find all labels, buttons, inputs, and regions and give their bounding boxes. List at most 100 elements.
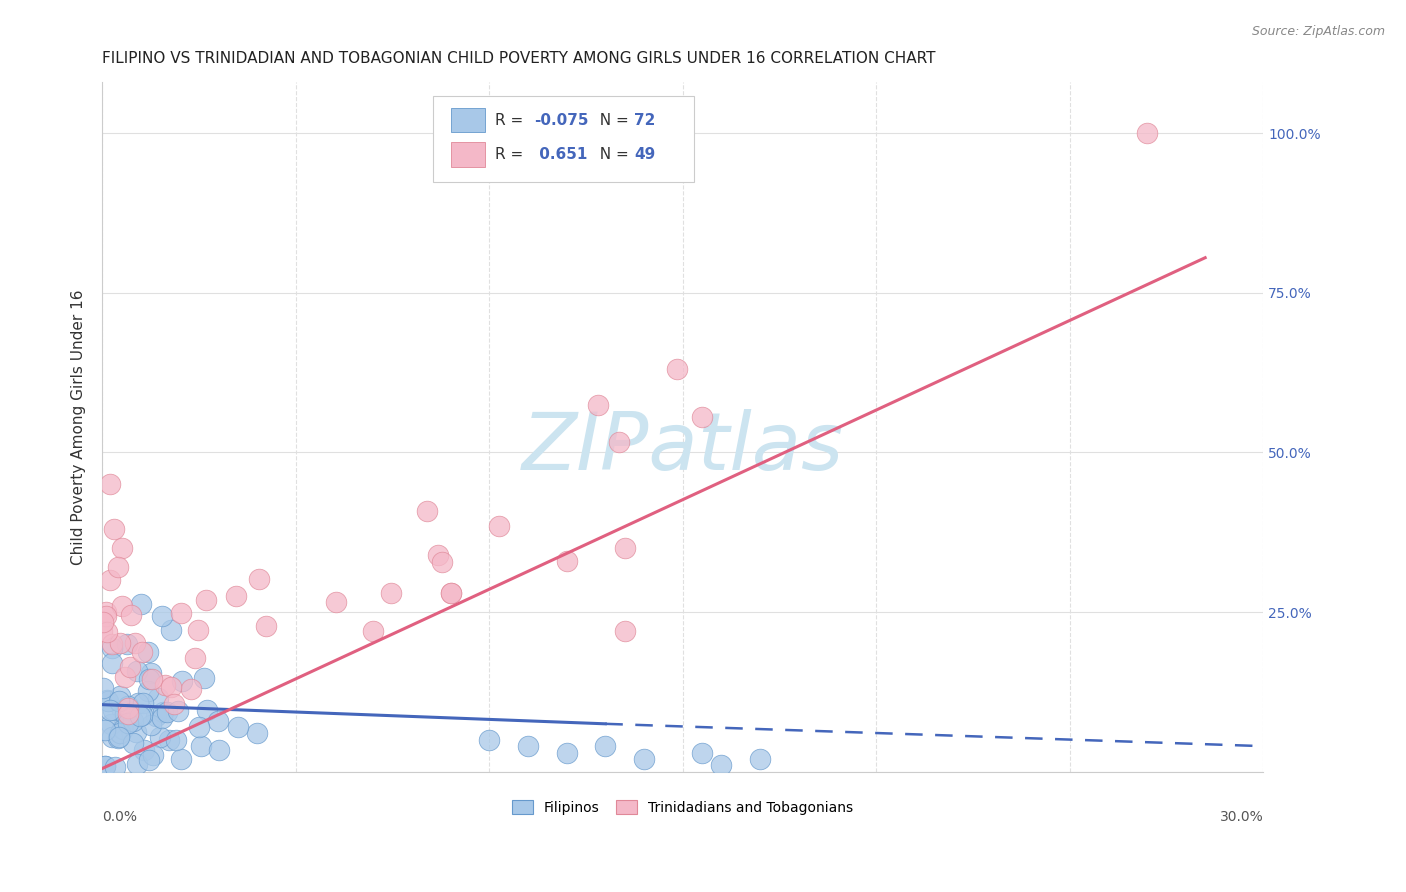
Point <box>613 541 636 556</box>
Point <box>107 731 129 745</box>
Point <box>117 699 139 714</box>
Text: N =: N = <box>591 147 634 162</box>
Text: 49: 49 <box>634 147 655 162</box>
Point <box>91 681 114 695</box>
Point <box>586 398 609 412</box>
Point <box>150 609 173 624</box>
Point <box>555 746 578 760</box>
Point <box>138 672 160 686</box>
Point <box>153 677 176 691</box>
Text: R =: R = <box>495 147 527 162</box>
Point <box>125 724 148 739</box>
Point <box>108 694 131 708</box>
Point <box>117 707 139 722</box>
Point <box>117 701 139 715</box>
Point <box>141 666 163 681</box>
Point <box>607 434 630 449</box>
Point <box>117 715 139 730</box>
Point <box>165 732 187 747</box>
Point <box>254 619 277 633</box>
Point <box>108 726 131 740</box>
Point <box>100 641 122 656</box>
Point <box>124 636 146 650</box>
Point <box>156 705 179 719</box>
Point <box>141 673 163 687</box>
Point <box>94 759 117 773</box>
Point <box>145 709 167 723</box>
Text: Source: ZipAtlas.com: Source: ZipAtlas.com <box>1251 25 1385 38</box>
Point <box>439 586 461 600</box>
Point <box>172 673 194 688</box>
Point <box>94 605 117 619</box>
Point <box>488 518 510 533</box>
Legend: Filipinos, Trinidadians and Tobagonians: Filipinos, Trinidadians and Tobagonians <box>503 792 862 823</box>
Point <box>207 714 229 728</box>
Point <box>138 753 160 767</box>
Text: ZIPatlas: ZIPatlas <box>522 409 844 487</box>
Point <box>555 554 578 568</box>
Point <box>1136 126 1159 140</box>
Point <box>690 746 713 760</box>
Point <box>110 599 132 614</box>
Point <box>170 607 193 621</box>
Point <box>100 717 122 731</box>
Point <box>361 624 384 639</box>
Point <box>194 592 217 607</box>
Point <box>188 720 211 734</box>
Point <box>516 739 538 754</box>
Point <box>439 586 461 600</box>
Point <box>127 696 149 710</box>
Point <box>93 615 115 629</box>
Point <box>183 651 205 665</box>
Point <box>108 730 131 744</box>
Text: R =: R = <box>495 112 527 128</box>
Text: 72: 72 <box>634 112 655 128</box>
Point <box>94 723 117 737</box>
Point <box>111 703 134 717</box>
Point <box>104 759 127 773</box>
Point <box>160 681 183 695</box>
Point <box>110 689 132 703</box>
Point <box>103 522 125 536</box>
Point <box>595 739 617 754</box>
Point <box>149 730 172 744</box>
Point <box>160 623 183 637</box>
Point <box>127 756 149 771</box>
Point <box>136 644 159 658</box>
Point <box>247 572 270 586</box>
Point <box>142 747 165 762</box>
Y-axis label: Child Poverty Among Girls Under 16: Child Poverty Among Girls Under 16 <box>72 289 86 565</box>
Text: FILIPINO VS TRINIDADIAN AND TOBAGONIAN CHILD POVERTY AMONG GIRLS UNDER 16 CORREL: FILIPINO VS TRINIDADIAN AND TOBAGONIAN C… <box>103 51 936 66</box>
Point <box>115 637 138 651</box>
Text: -0.075: -0.075 <box>534 112 589 128</box>
Point <box>114 706 136 721</box>
Point <box>93 759 115 773</box>
Point <box>187 623 209 637</box>
Text: 0.651: 0.651 <box>534 147 588 162</box>
Point <box>131 645 153 659</box>
Point <box>152 705 174 719</box>
Point <box>426 548 449 562</box>
Point <box>180 681 202 696</box>
Point <box>432 555 454 569</box>
Point <box>380 586 402 600</box>
Text: N =: N = <box>591 112 634 128</box>
Point <box>710 758 733 772</box>
Point <box>131 708 153 723</box>
Point <box>114 670 136 684</box>
Point <box>190 739 212 753</box>
Text: 30.0%: 30.0% <box>1219 810 1263 823</box>
Point <box>122 736 145 750</box>
Point <box>98 573 121 587</box>
Point <box>208 743 231 757</box>
Point <box>121 714 143 729</box>
Bar <box>450 142 485 167</box>
Point <box>100 637 122 651</box>
Point <box>107 560 129 574</box>
Point <box>132 696 155 710</box>
Point <box>633 752 655 766</box>
Point <box>108 636 131 650</box>
Point <box>690 410 713 425</box>
Point <box>96 692 118 706</box>
Point <box>170 751 193 765</box>
